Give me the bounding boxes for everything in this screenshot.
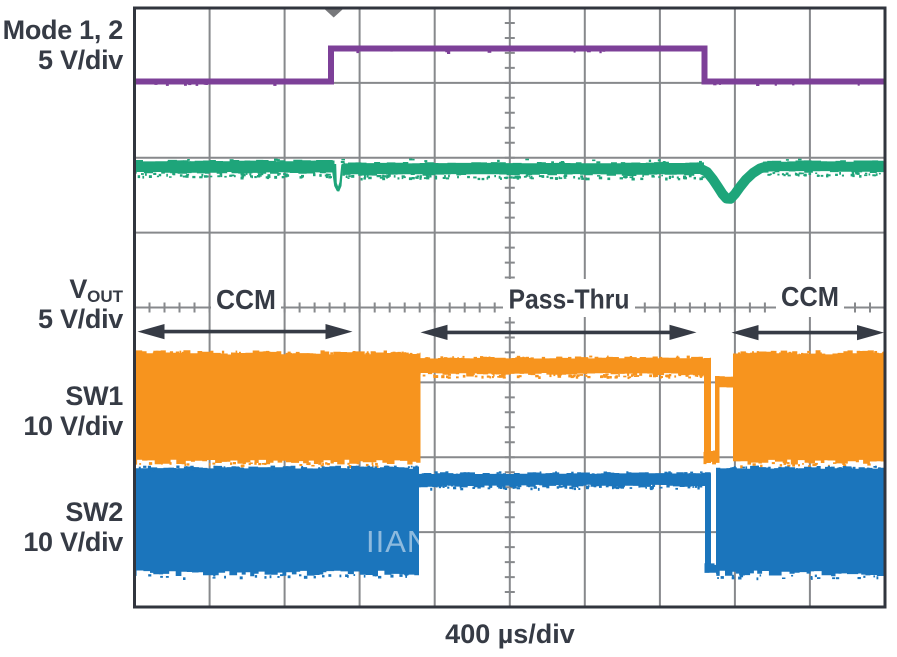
svg-text:IIANG: IIANG xyxy=(366,524,455,559)
svg-text:Pass-Thru: Pass-Thru xyxy=(509,284,630,315)
svg-text:CCM: CCM xyxy=(781,281,839,312)
svg-text:CCM: CCM xyxy=(216,284,276,315)
